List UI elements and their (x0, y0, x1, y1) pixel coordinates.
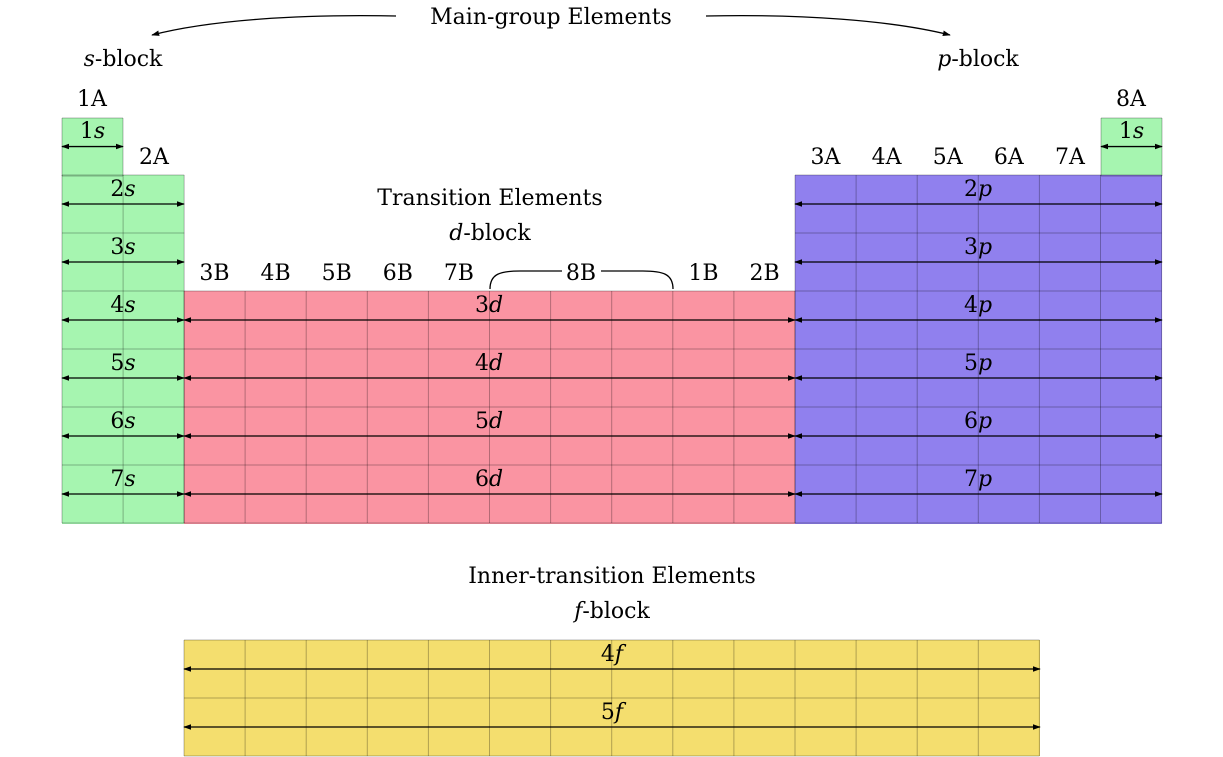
orbital-label-6d: 6d (475, 467, 503, 492)
d-block-label: d-block (449, 221, 531, 246)
group-label-2b: 2B (750, 261, 780, 286)
orbital-label-3s: 3s (110, 235, 135, 260)
group-label-7a: 7A (1055, 145, 1086, 170)
f-block-label: f-block (572, 599, 650, 624)
inner-transition-elements-title: Inner-transition Elements (468, 564, 756, 589)
d-block-region (184, 291, 795, 524)
group-label-5b: 5B (322, 261, 352, 286)
group-label-6b: 6B (383, 261, 413, 286)
period-arrows (61, 143, 1163, 730)
group-label-3b: 3B (199, 261, 229, 286)
p-group-labels: 3A 4A 5A 6A 7A (811, 145, 1086, 170)
orbital-label-4s: 4s (110, 293, 135, 318)
orbital-label-3p: 3p (964, 235, 992, 260)
orbital-label-7p: 7p (964, 467, 992, 492)
orbital-label-3d: 3d (475, 293, 503, 318)
group-label-1a: 1A (77, 87, 108, 112)
group-label-2a: 2A (139, 145, 170, 170)
orbital-label-4p: 4p (964, 293, 992, 318)
p-block-label: p-block (937, 47, 1019, 72)
d-group-labels: 3B 4B 5B 6B 7B 1B 2B (199, 261, 779, 286)
group-8b-bracket-right (601, 270, 674, 290)
main-group-right-arrow (705, 14, 951, 36)
p-block-region (795, 175, 1162, 524)
group-label-4b: 4B (261, 261, 291, 286)
orbital-label-5f: 5f (601, 700, 627, 725)
main-group-left-arrow (151, 14, 397, 36)
group-8b-bracket-left (489, 270, 562, 290)
orbital-label-2p: 2p (964, 177, 992, 202)
group-label-1b: 1B (688, 261, 718, 286)
main-group-label: Main-group Elements (430, 5, 672, 30)
s-block-label: s-block (84, 47, 163, 72)
orbital-label-4d: 4d (475, 351, 503, 376)
group-label-3a: 3A (811, 145, 842, 170)
orbital-label-1s: 1s (80, 119, 105, 144)
group-label-4a: 4A (872, 145, 903, 170)
orbital-label-6s: 6s (110, 409, 135, 434)
group-label-7b: 7B (444, 261, 474, 286)
group-label-8a: 8A (1116, 87, 1147, 112)
orbital-label-4f: 4f (601, 642, 627, 667)
group-label-5a: 5A (933, 145, 964, 170)
f-block-region (184, 640, 1040, 756)
orbital-label-1s-helium: 1s (1119, 119, 1144, 144)
orbital-label-5p: 5p (964, 351, 992, 376)
orbital-label-5s: 5s (110, 351, 135, 376)
s-block-region (62, 175, 184, 524)
orbital-label-2s: 2s (110, 177, 135, 202)
group-label-8b: 8B (566, 261, 596, 286)
orbital-label-7s: 7s (110, 467, 135, 492)
orbital-labels: 1s 2s 3s 4s 5s 6s 7s 1s 2p 3p 4p 5p 6p 7p 3d 4d 5d 6d 4f 5f (80, 119, 1144, 725)
orbital-label-5d: 5d (475, 409, 503, 434)
orbital-label-6p: 6p (964, 409, 992, 434)
group-label-6a: 6A (994, 145, 1025, 170)
transition-elements-title: Transition Elements (377, 186, 602, 211)
